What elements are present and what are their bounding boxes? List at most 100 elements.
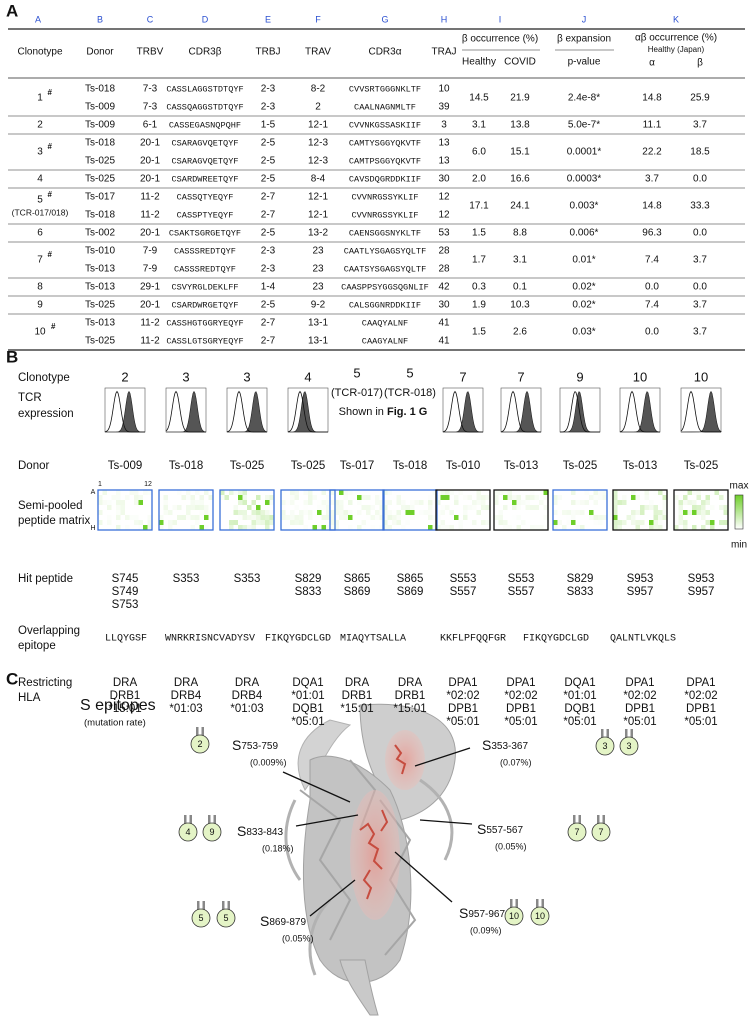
matrix-cell: [481, 500, 486, 505]
matrix-cell: [631, 510, 636, 515]
matrix-cell: [653, 510, 658, 515]
matrix-cell: [674, 525, 679, 530]
column-header: β: [697, 58, 703, 69]
tcr-chain: [601, 729, 604, 738]
matrix-frame: [673, 489, 729, 531]
matrix-cell: [326, 525, 331, 530]
matrix-cell: [200, 510, 205, 515]
spike-structure: [284, 703, 456, 1016]
cell: 14.8: [642, 201, 662, 212]
cell: 6.0: [472, 147, 486, 158]
panel-label: B: [6, 347, 18, 366]
cell: 14.8: [642, 93, 662, 104]
matrix-cell: [186, 495, 191, 500]
mark: #: [48, 142, 53, 151]
mark: #: [48, 250, 53, 259]
tcr-histogram: [165, 387, 207, 433]
matrix-cell: [635, 510, 640, 515]
matrix-cell: [299, 510, 304, 515]
cell: Ts-013: [85, 318, 115, 329]
leader-line: [419, 819, 473, 825]
matrix-cell: [692, 490, 697, 495]
matrix-cell: [401, 505, 406, 510]
matrix-cell: [177, 505, 182, 510]
cell: 0.0: [645, 282, 659, 293]
matrix-cell: [640, 510, 645, 515]
cell: 0.0: [645, 327, 659, 338]
row-label: Overlapping: [18, 625, 80, 637]
cell: CAVSDQGRDDKIIF: [349, 174, 421, 184]
matrix-cell: [343, 515, 348, 520]
matrix-cell: [662, 500, 667, 505]
matrix-cell: [120, 500, 125, 505]
epitope-prefix: S: [459, 905, 468, 921]
matrix-cell: [449, 525, 454, 530]
matrix-cell: [463, 510, 468, 515]
matrix-cell: [321, 500, 326, 505]
peptide-matrix: [219, 489, 275, 531]
hit-peptide: S869: [344, 586, 371, 598]
matrix-cell: [585, 490, 590, 495]
matrix-cell: [440, 525, 445, 530]
matrix-cell: [242, 515, 247, 520]
cell: 30: [438, 174, 450, 185]
hla: *02:02: [504, 690, 537, 702]
matrix-cell: [229, 525, 234, 530]
peptide-matrix: [382, 489, 438, 531]
cell-icon: [591, 822, 611, 842]
matrix-cell: [199, 495, 204, 500]
matrix-cell: [388, 490, 393, 495]
matrix-hit: [631, 495, 636, 500]
matrix-cell: [172, 505, 177, 510]
hla: *15:01: [393, 703, 426, 715]
matrix-cell: [424, 500, 429, 505]
matrix-cell: [436, 525, 441, 530]
icon-clonotype: 2: [197, 739, 202, 749]
matrix-cell: [111, 495, 116, 500]
matrix-cell: [553, 510, 558, 515]
matrix-cell: [401, 525, 406, 530]
matrix-hit: [410, 510, 415, 515]
hla: DPB1: [506, 703, 536, 715]
matrix-cell: [129, 490, 134, 495]
matrix-cell: [494, 495, 499, 500]
matrix-cell: [326, 510, 331, 515]
matrix-cell: [281, 510, 286, 515]
cell: 41: [438, 318, 450, 329]
matrix-cell: [383, 510, 388, 515]
hla: DPA1: [686, 677, 715, 689]
matrix-cell: [553, 525, 558, 530]
matrix-cell: [512, 505, 517, 510]
matrix-cell: [580, 510, 585, 515]
mark: #: [48, 88, 53, 97]
tcr-name: (TCR-017): [331, 387, 383, 399]
cell: 0.0003*: [567, 174, 602, 185]
matrix-hit: [512, 500, 517, 505]
matrix-cell: [375, 495, 380, 500]
cell: CAAGYALNF: [362, 336, 408, 346]
matrix-cell: [544, 515, 549, 520]
cell: CVVSRTGGGNKLTF: [349, 84, 421, 94]
leader-line: [282, 771, 351, 803]
matrix-cell: [543, 505, 548, 510]
epitope-prefix: S: [260, 913, 269, 929]
matrix-cell: [375, 510, 380, 515]
cell: 23: [312, 282, 324, 293]
epitope-prefix: S: [482, 737, 491, 753]
matrix-cell: [476, 495, 481, 500]
cell: 12-3: [308, 138, 328, 149]
matrix-cell: [238, 510, 243, 515]
matrix-cell: [299, 520, 304, 525]
matrix-cell: [251, 520, 256, 525]
histogram-open: [500, 390, 541, 433]
clonotype: 4: [37, 174, 43, 185]
matrix-cell: [530, 505, 535, 510]
hla: *02:02: [623, 690, 656, 702]
hit-peptide: S833: [567, 586, 594, 598]
matrix-cell: [617, 525, 622, 530]
matrix-hit: [199, 525, 204, 530]
matrix-cell: [445, 505, 450, 510]
cell: 2-7: [261, 210, 276, 221]
matrix-cell: [107, 520, 112, 525]
